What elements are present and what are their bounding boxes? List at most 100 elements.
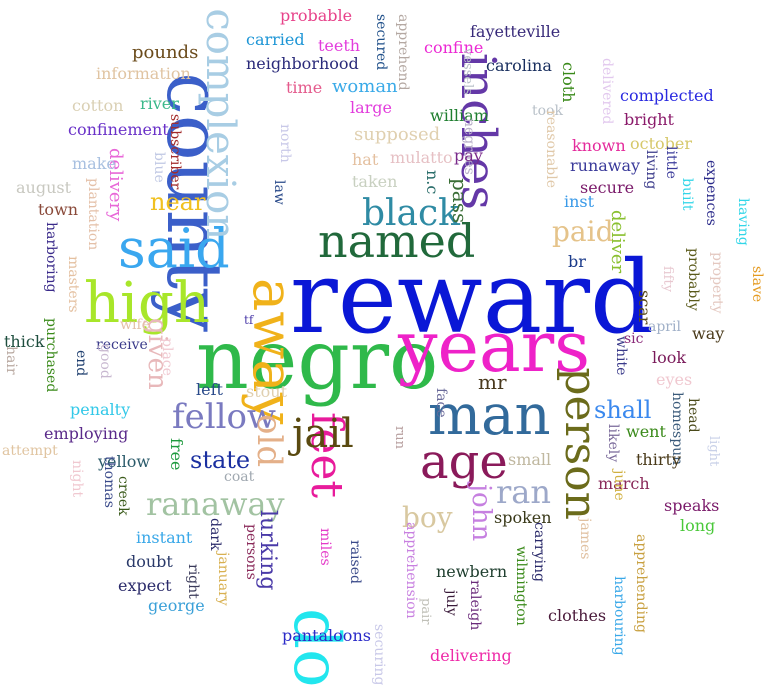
- word: ran: [496, 473, 551, 511]
- word: pay: [454, 146, 483, 165]
- word: carried: [246, 30, 305, 49]
- word: taken: [352, 172, 398, 191]
- word: expences: [703, 160, 719, 226]
- word: delivering: [430, 646, 512, 665]
- word: dark: [207, 518, 223, 551]
- word: apprehending: [633, 534, 649, 633]
- word: river: [140, 94, 179, 113]
- word: pass: [448, 178, 472, 224]
- word: end: [73, 350, 89, 377]
- word: look: [652, 348, 687, 367]
- word: good: [97, 344, 113, 379]
- word: dollars: [279, 608, 353, 688]
- word: pounds: [132, 42, 199, 63]
- word: august: [16, 178, 72, 197]
- word: lurking: [255, 510, 280, 591]
- word: confinement: [68, 120, 169, 139]
- word: little: [663, 146, 679, 179]
- word: march: [598, 474, 650, 493]
- word: newbern: [436, 562, 508, 581]
- word: free: [167, 438, 186, 471]
- word: living: [643, 150, 659, 190]
- word: face: [433, 388, 449, 418]
- word: probably: [685, 248, 701, 311]
- word: sic: [624, 331, 644, 347]
- word: vessels: [460, 48, 475, 95]
- word: thick: [4, 332, 45, 351]
- word: creek: [115, 476, 131, 516]
- word: mr: [478, 370, 507, 394]
- word: bright: [624, 110, 674, 129]
- word: yellow: [98, 452, 151, 471]
- word: masters: [65, 256, 81, 313]
- word: cotton: [72, 96, 124, 115]
- word: june: [611, 470, 627, 501]
- word: slave: [749, 266, 765, 303]
- word: carrying: [531, 522, 547, 582]
- word: property: [709, 252, 725, 314]
- word: make: [72, 154, 116, 173]
- word: person: [555, 367, 606, 520]
- word: run: [392, 426, 407, 449]
- word: raleigh: [467, 580, 483, 631]
- word: eyes: [656, 370, 693, 389]
- word: purchased: [43, 318, 59, 393]
- word: said: [118, 217, 230, 280]
- word: hair: [3, 346, 19, 375]
- word: harbouring: [611, 576, 627, 656]
- word: reasonable: [543, 110, 559, 189]
- word: town: [38, 200, 79, 219]
- word: george: [148, 596, 205, 615]
- word: teeth: [318, 36, 361, 55]
- word: thirty: [636, 450, 681, 469]
- word: white: [613, 336, 629, 376]
- word: night: [69, 460, 85, 498]
- word: state: [190, 446, 251, 474]
- word: receive: [96, 337, 148, 353]
- word: complexion: [197, 8, 243, 240]
- word: law: [271, 180, 287, 205]
- word: clothes: [548, 606, 607, 625]
- word: built: [679, 178, 695, 211]
- word: mulatto: [390, 148, 453, 167]
- word: william: [430, 106, 489, 125]
- word: right: [185, 564, 201, 599]
- word: took: [532, 103, 563, 119]
- word: man: [428, 383, 551, 448]
- word: light: [706, 436, 721, 467]
- word: small: [508, 450, 552, 469]
- word: negro: [196, 313, 439, 408]
- word: jail: [292, 411, 354, 457]
- word: spoken: [494, 508, 552, 527]
- word: head: [685, 398, 701, 433]
- word: deliver: [607, 210, 628, 274]
- word: james: [577, 518, 593, 560]
- word: complected: [620, 86, 714, 105]
- word: employing: [44, 424, 129, 443]
- word: high: [84, 271, 210, 336]
- word: secure: [580, 178, 635, 197]
- word: north: [277, 124, 293, 163]
- word: stout: [246, 382, 288, 401]
- word: attempt: [2, 443, 58, 459]
- word: paid: [552, 215, 614, 248]
- word: place: [159, 338, 175, 376]
- word: neighborhood: [246, 54, 359, 73]
- word: april: [648, 319, 681, 335]
- word: securing: [371, 624, 387, 686]
- word: pantaloons: [282, 626, 371, 645]
- word: known: [572, 136, 626, 155]
- word: ranaway: [146, 485, 285, 523]
- word: miles: [317, 528, 333, 566]
- word: secured: [373, 14, 389, 71]
- word: long: [680, 516, 716, 535]
- word: apprehend: [395, 14, 411, 91]
- word: inst: [564, 192, 595, 211]
- word: probable: [280, 6, 353, 25]
- word: fifty: [660, 266, 675, 293]
- word: wife: [120, 317, 150, 333]
- word: carolina: [486, 56, 552, 75]
- word: old: [249, 414, 289, 468]
- word: left: [196, 380, 223, 399]
